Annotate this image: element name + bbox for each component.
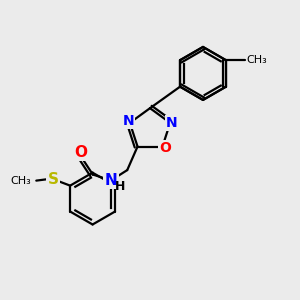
- Text: N: N: [105, 173, 117, 188]
- Text: N: N: [166, 116, 177, 130]
- Text: O: O: [74, 145, 88, 160]
- Text: CH₃: CH₃: [247, 55, 267, 65]
- Text: O: O: [159, 141, 171, 155]
- Text: N: N: [123, 114, 134, 128]
- Text: S: S: [48, 172, 58, 187]
- Text: CH₃: CH₃: [11, 176, 31, 186]
- Text: H: H: [115, 180, 126, 194]
